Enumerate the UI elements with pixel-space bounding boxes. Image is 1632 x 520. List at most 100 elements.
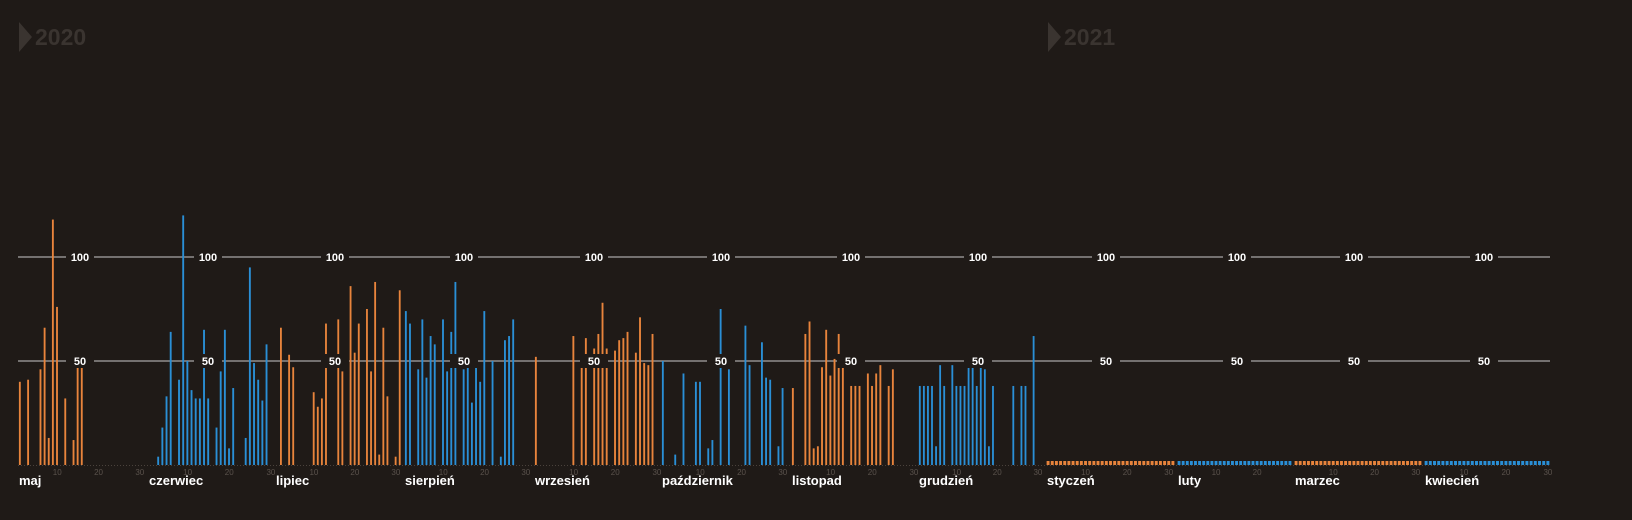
bar[interactable]: [261, 400, 264, 465]
bar[interactable]: [858, 385, 861, 465]
bar[interactable]: [744, 325, 747, 465]
bar[interactable]: [979, 365, 982, 465]
bar[interactable]: [207, 398, 210, 465]
bar[interactable]: [394, 456, 397, 465]
bar[interactable]: [386, 396, 389, 465]
bar[interactable]: [791, 388, 794, 465]
bar[interactable]: [719, 309, 722, 465]
bar[interactable]: [651, 333, 654, 465]
bar[interactable]: [707, 448, 710, 465]
bar[interactable]: [374, 281, 377, 465]
bar[interactable]: [661, 361, 664, 465]
bar[interactable]: [804, 333, 807, 465]
bar[interactable]: [165, 396, 168, 465]
bar[interactable]: [429, 336, 432, 465]
bar[interactable]: [983, 369, 986, 465]
bar[interactable]: [280, 327, 282, 465]
bar[interactable]: [674, 454, 677, 465]
bar[interactable]: [935, 446, 937, 465]
bar[interactable]: [470, 402, 473, 465]
bar[interactable]: [341, 371, 344, 465]
bar[interactable]: [325, 323, 327, 465]
bar[interactable]: [382, 327, 385, 465]
bar[interactable]: [316, 406, 319, 465]
bar[interactable]: [761, 342, 763, 465]
bar[interactable]: [56, 306, 58, 465]
bar[interactable]: [312, 392, 315, 465]
bar[interactable]: [446, 371, 449, 465]
bar[interactable]: [253, 363, 255, 465]
bar[interactable]: [931, 385, 933, 465]
bar[interactable]: [265, 344, 268, 465]
bar[interactable]: [1032, 336, 1035, 465]
bar[interactable]: [232, 388, 235, 465]
bar[interactable]: [765, 377, 767, 465]
bar[interactable]: [215, 427, 218, 465]
bar[interactable]: [353, 352, 356, 465]
bar[interactable]: [618, 340, 621, 465]
bar[interactable]: [821, 367, 823, 465]
bar[interactable]: [854, 385, 857, 465]
bar[interactable]: [1024, 385, 1027, 465]
bar[interactable]: [534, 356, 537, 465]
bar[interactable]: [699, 381, 701, 465]
bar[interactable]: [51, 219, 54, 465]
bar[interactable]: [812, 448, 815, 465]
bar[interactable]: [161, 427, 164, 465]
bar[interactable]: [169, 331, 172, 465]
bar[interactable]: [955, 385, 958, 465]
bar[interactable]: [748, 365, 751, 465]
bar[interactable]: [963, 385, 966, 465]
bar[interactable]: [682, 373, 685, 465]
bar[interactable]: [499, 456, 502, 465]
bar[interactable]: [887, 385, 890, 465]
bar[interactable]: [922, 385, 925, 465]
bar[interactable]: [1012, 385, 1015, 465]
bar[interactable]: [76, 367, 79, 465]
bar[interactable]: [186, 361, 189, 465]
bar[interactable]: [580, 367, 583, 465]
bar[interactable]: [643, 363, 646, 465]
bar[interactable]: [992, 385, 994, 465]
bar[interactable]: [466, 365, 469, 465]
bar[interactable]: [504, 340, 506, 465]
bar[interactable]: [816, 446, 819, 465]
bar[interactable]: [634, 352, 637, 465]
bar[interactable]: [833, 358, 836, 465]
bar[interactable]: [647, 365, 650, 465]
bar[interactable]: [871, 385, 873, 465]
bar[interactable]: [433, 344, 436, 465]
bar[interactable]: [157, 456, 160, 465]
bar[interactable]: [593, 348, 596, 465]
bar[interactable]: [219, 371, 222, 465]
bar[interactable]: [850, 385, 853, 465]
bar[interactable]: [454, 281, 457, 465]
bar[interactable]: [378, 454, 381, 465]
bar[interactable]: [27, 379, 30, 465]
bar[interactable]: [584, 338, 587, 465]
bar[interactable]: [409, 323, 411, 465]
bar[interactable]: [442, 319, 444, 465]
bar[interactable]: [39, 369, 42, 465]
bar[interactable]: [918, 385, 921, 465]
bar[interactable]: [223, 329, 226, 465]
bar[interactable]: [943, 385, 946, 465]
bar[interactable]: [987, 446, 990, 465]
bar[interactable]: [614, 350, 616, 465]
bar[interactable]: [194, 398, 197, 465]
bar[interactable]: [257, 379, 260, 465]
bar[interactable]: [597, 333, 600, 465]
bar[interactable]: [939, 365, 942, 465]
bar[interactable]: [927, 385, 929, 465]
bar[interactable]: [639, 317, 641, 465]
bar[interactable]: [727, 369, 730, 465]
bar[interactable]: [178, 379, 180, 465]
bar[interactable]: [626, 331, 629, 465]
bar[interactable]: [829, 375, 832, 465]
bar[interactable]: [228, 448, 230, 465]
bar[interactable]: [349, 286, 352, 465]
bar[interactable]: [370, 371, 372, 465]
bar[interactable]: [825, 329, 828, 465]
bar[interactable]: [875, 373, 878, 465]
bar[interactable]: [421, 319, 424, 465]
